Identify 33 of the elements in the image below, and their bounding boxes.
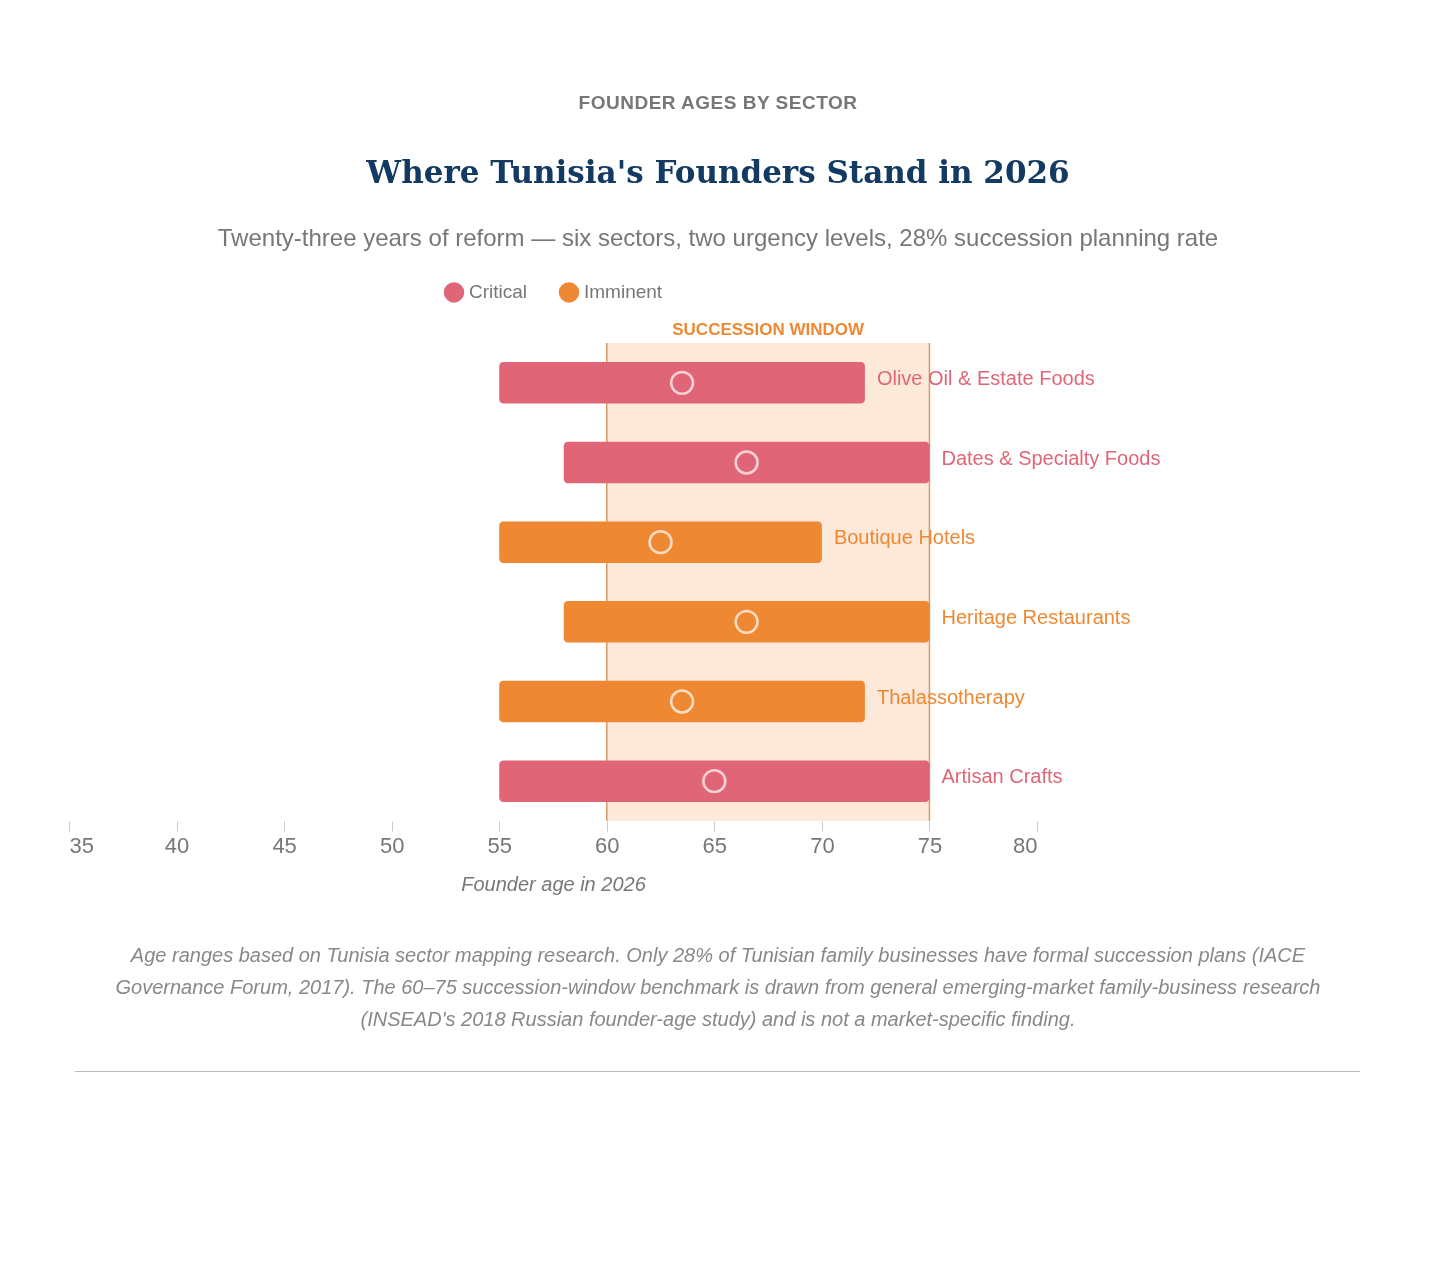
x-tick-label: 65 [702,832,728,858]
legend-label: Imminent [584,281,663,303]
x-tick-label: 45 [272,832,297,858]
x-tick-label: 50 [379,832,405,858]
x-tick-label: 55 [487,832,512,858]
bar [499,760,930,802]
point [734,609,759,635]
chart-subtitle: Twenty-three years of reform — six sectors, two urgency levels, 28% succession planning rate [216,224,1220,252]
x-tick-label: 80 [1013,832,1038,858]
x-tick-label: 70 [810,832,835,858]
point [648,529,673,555]
text: FOUNDER AGES BY SECTOR [577,91,859,114]
legend-label: Critical [469,281,528,303]
x-tick-label: 35 [69,832,94,858]
chart-title: Where Tunisia's Founders Stand in 2026 [365,154,1071,190]
text: Age ranges based on Tunisia sector mapping research. Only 28% of Tunisian family businesses have formal succession plans (IACE Governance Forum, 2017). The 60–75 succession-window benchmark is drawn from general emerging-market family-business research (INSEAD's 2018 Russian founder-age study) and is not a market-specific finding. [114,943,1322,1032]
bar [563,441,930,484]
x-tick-label: 40 [164,832,190,858]
bar [499,521,822,563]
bar [499,680,865,723]
x-axis-title: Founder age in 2026 [461,872,647,895]
y-tick-label: Dates & Specialty Foods [941,446,1161,469]
point [669,370,695,396]
y-tick-label: Artisan Crafts [941,765,1063,788]
point [669,689,695,714]
bar [499,362,865,404]
x-tick-label: 75 [917,832,943,858]
point [702,768,727,794]
y-tick-label: Heritage Restaurants [941,605,1131,628]
point [734,450,759,475]
band-label: SUCCESSION WINDOW [672,320,865,339]
bar [563,601,930,643]
x-tick-label: 60 [595,832,620,858]
